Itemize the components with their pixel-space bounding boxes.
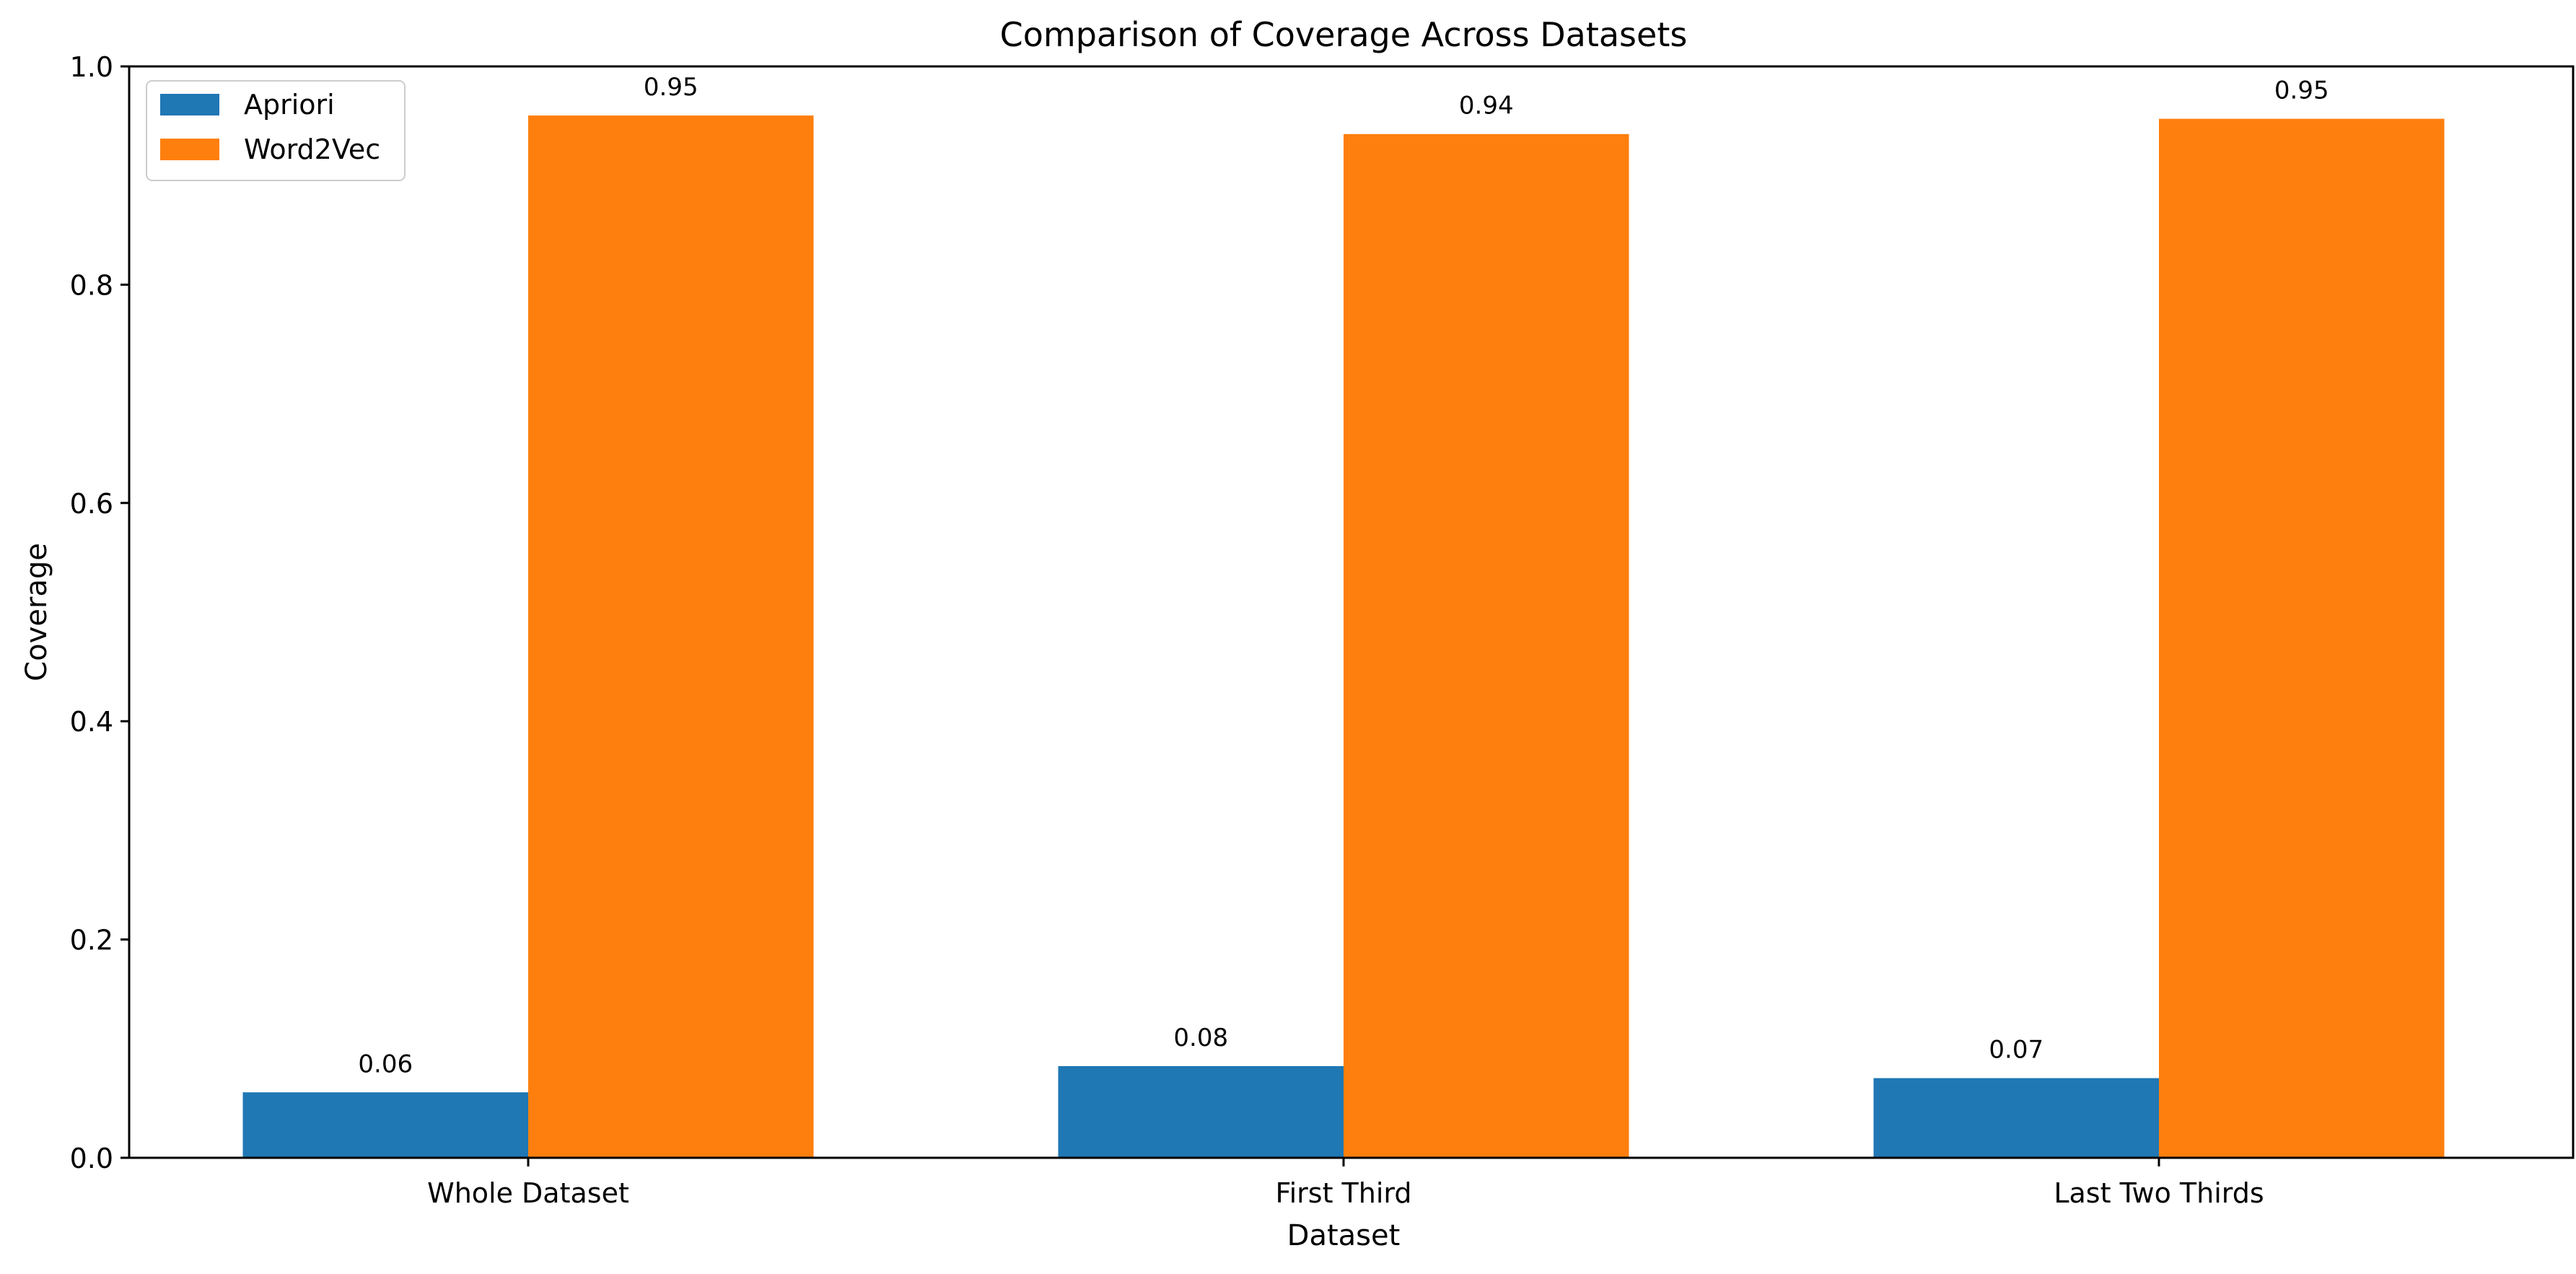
legend-label-apriori: Apriori [244, 89, 335, 121]
bar-apriori-first-third [1058, 1065, 1344, 1158]
y-tick-label: 1.0 [70, 51, 113, 83]
legend-label-word2vec: Word2Vec [244, 134, 380, 165]
x-axis-label: Dataset [1287, 1219, 1401, 1252]
y-tick-label: 0.6 [70, 488, 113, 520]
y-tick-label: 0.2 [70, 925, 113, 956]
y-axis-label: Coverage [20, 543, 53, 681]
bar-word2vec-last-two-thirds [2159, 118, 2445, 1158]
axes-frame [128, 65, 2575, 1159]
legend: Apriori Word2Vec [146, 80, 406, 181]
bar-word2vec-whole-dataset [528, 115, 814, 1158]
bar-apriori-last-two-thirds [1873, 1078, 2159, 1158]
y-tick-label: 0.8 [70, 269, 113, 301]
chart-title: Comparison of Coverage Across Datasets [1000, 15, 1688, 54]
bar-value-label: 0.07 [1989, 1036, 2043, 1065]
legend-swatch-word2vec [160, 139, 219, 160]
x-tick-label: Whole Dataset [427, 1177, 629, 1209]
bar-value-label: 0.08 [1173, 1024, 1228, 1052]
x-tick-label: Last Two Thirds [2054, 1177, 2264, 1209]
y-tick-label: 0.0 [70, 1143, 113, 1174]
bar-apriori-whole-dataset [242, 1092, 528, 1158]
x-tick-label: First Third [1276, 1177, 1412, 1209]
bar-value-label: 0.95 [2274, 77, 2329, 105]
bar-value-label: 0.06 [358, 1050, 413, 1078]
plot-area: 0.06 0.95 0.08 0.94 0.07 0.95 [242, 73, 2445, 1158]
bar-word2vec-first-third [1344, 134, 1629, 1158]
bar-value-label: 0.95 [644, 73, 698, 102]
bar-value-label: 0.94 [1459, 92, 1514, 121]
y-tick-label: 0.4 [70, 706, 113, 738]
legend-swatch-apriori [160, 94, 219, 115]
